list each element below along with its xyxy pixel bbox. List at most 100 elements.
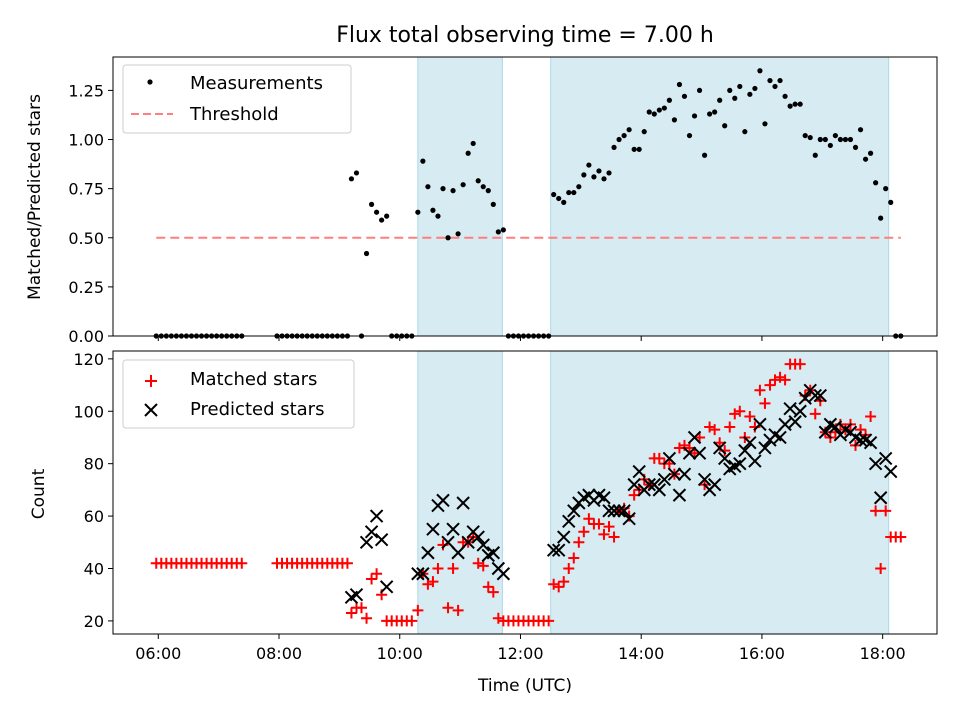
measurement-point (379, 217, 385, 223)
measurement-point (450, 188, 456, 194)
legend-marker-matched (145, 375, 157, 387)
measurement-point (556, 195, 562, 202)
measurement-point (787, 103, 793, 109)
measurement-point (455, 231, 461, 237)
matched-star-point (558, 576, 570, 588)
bottom-panel: 20 40 60 80 100 120 06:00 08:00 10:00 12:00 14:00… (29, 350, 938, 696)
predicted-star-point (828, 420, 843, 434)
measurement-point (762, 121, 768, 127)
predicted-star-point (617, 504, 631, 518)
predicted-star-point (496, 567, 511, 581)
measurement-point (363, 250, 370, 257)
matched-star-point (345, 607, 357, 619)
matched-star-point (578, 526, 590, 538)
matched-star-point (653, 452, 665, 464)
matched-star-point (371, 568, 383, 580)
measurement-point (586, 162, 592, 168)
matched-star-point (487, 586, 499, 598)
matched-star-point (406, 615, 418, 627)
predicted-star-point (793, 404, 807, 418)
predicted-star-point (808, 388, 822, 403)
legend-label-threshold: Threshold (189, 104, 279, 125)
bottom-legend: Matched stars Predicted stars (122, 359, 355, 429)
measurement-point (480, 184, 486, 190)
matched-star-point (361, 612, 373, 624)
measurement-point (656, 107, 662, 113)
measurement-point (867, 150, 874, 156)
predicted-star-point (441, 535, 455, 549)
measurement-point (666, 97, 672, 103)
measurement-point (415, 209, 421, 215)
matched-star-point (341, 557, 353, 569)
predicted-star-point (421, 546, 435, 560)
bottom-legend-box (122, 359, 355, 429)
matched-star-point (356, 602, 368, 614)
predicted-star-point (657, 472, 672, 487)
bot-x-tick-label: 18:00 (860, 644, 906, 663)
predicted-star-point (411, 567, 425, 581)
matched-star-point (482, 581, 494, 593)
bot-x-tick-label: 12:00 (497, 644, 543, 663)
matched-star-point (432, 562, 444, 574)
predicted-star-point (667, 467, 682, 481)
measurement-point (842, 136, 849, 143)
matched-star-point (548, 578, 560, 590)
measurement-point (500, 227, 506, 233)
measurement-point (777, 77, 783, 84)
predicted-star-point (627, 477, 641, 492)
matched-star-point (442, 602, 454, 614)
matched-star-point (714, 437, 726, 449)
predicted-star-point (562, 514, 576, 529)
predicted-star-point (853, 433, 868, 447)
measurement-point (425, 184, 431, 190)
bot-y-tick-label: 100 (73, 402, 104, 421)
measurement-point (792, 101, 798, 107)
matched-star-point (553, 581, 565, 593)
predicted-star-point (718, 451, 732, 466)
top-y-tick-label: 0.75 (68, 180, 104, 199)
measurement-point (435, 213, 441, 219)
matched-star-point (709, 424, 721, 436)
matched-star-point (769, 374, 781, 386)
predicted-star-point (868, 456, 883, 471)
predicted-star-point (567, 504, 581, 518)
matched-star-point (744, 411, 756, 423)
matched-star-point (236, 557, 248, 569)
measurement-point (661, 105, 667, 111)
matched-star-point (880, 505, 892, 517)
measurement-point (348, 176, 355, 182)
matched-star-point (779, 374, 791, 386)
predicted-star-point (813, 388, 827, 403)
matched-star-point (663, 458, 675, 470)
matched-star-point (568, 552, 580, 564)
matched-star-point (583, 513, 595, 525)
measurement-point (701, 152, 708, 158)
measurement-point (727, 87, 733, 94)
predicted-star-point (607, 504, 621, 518)
measurement-point (606, 170, 612, 176)
measurement-point (485, 188, 491, 194)
x-axis-label: Time (UTC) (477, 676, 572, 696)
matched-star-point (865, 411, 877, 423)
bot-x-tick-label: 06:00 (135, 644, 181, 663)
predicted-star-point (471, 530, 485, 544)
top-shaded-intervals (417, 56, 890, 337)
measurement-point (742, 129, 748, 135)
matched-star-point (422, 578, 434, 590)
predicted-star-point (416, 567, 430, 581)
predicted-star-point (597, 491, 611, 505)
predicted-star-point (451, 546, 465, 560)
matched-star-point (754, 384, 766, 396)
measurement-point (440, 186, 446, 192)
matched-star-point (603, 521, 615, 533)
measurement-point (732, 95, 738, 101)
measurement-point (883, 186, 889, 192)
measurement-point (807, 134, 813, 141)
top-y-tick-label: 1.25 (68, 81, 104, 100)
matched-star-point (593, 518, 605, 530)
matched-star-point (598, 528, 610, 540)
measurement-point (857, 127, 864, 133)
predicted-star-point (379, 580, 394, 594)
predicted-star-point (652, 483, 667, 497)
predicted-star-point (773, 430, 787, 445)
